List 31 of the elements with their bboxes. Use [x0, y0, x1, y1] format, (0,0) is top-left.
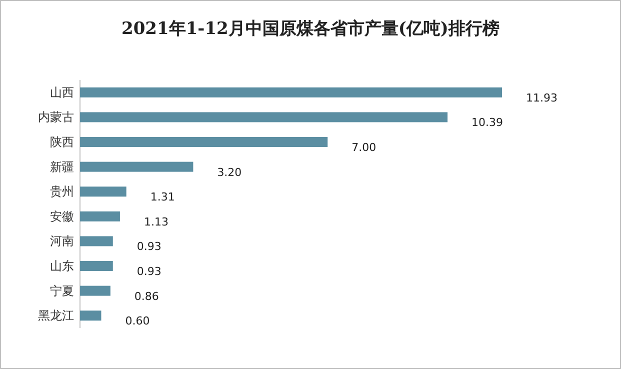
bar — [80, 236, 113, 246]
data-label: 10.39 — [472, 116, 504, 130]
bar — [80, 112, 448, 122]
data-label: 1.13 — [144, 215, 168, 228]
y-tick-label: 宁夏 — [50, 284, 74, 298]
chart-title: 2021年1-12月中国原煤各省市产量(亿吨)排行榜 — [122, 19, 500, 39]
bar — [80, 186, 126, 197]
y-tick-label: 河南 — [50, 234, 74, 248]
bar — [80, 310, 102, 321]
bar — [80, 261, 113, 271]
data-label: 3.20 — [217, 166, 242, 179]
data-label: 0.93 — [136, 265, 162, 278]
y-tick-label: 陕西 — [50, 135, 74, 149]
bar — [80, 211, 120, 222]
bar — [80, 87, 502, 98]
data-label: 0.60 — [125, 314, 150, 328]
y-tick-label: 黑龙江 — [38, 308, 74, 323]
data-label: 11.93 — [526, 91, 558, 104]
bar — [80, 137, 328, 147]
y-tick-label: 贵州 — [50, 184, 74, 199]
y-tick-label: 新疆 — [50, 160, 74, 174]
bar — [80, 162, 194, 172]
data-label: 7.00 — [352, 141, 376, 154]
y-tick-label: 安徽 — [50, 209, 74, 224]
y-tick-label: 内蒙古 — [38, 110, 74, 124]
data-label: 1.31 — [150, 190, 175, 204]
y-tick-label: 山东 — [50, 259, 74, 273]
data-label: 0.93 — [136, 240, 162, 254]
bar — [80, 286, 110, 296]
data-label: 0.86 — [134, 290, 159, 303]
y-tick-label: 山西 — [50, 85, 74, 100]
